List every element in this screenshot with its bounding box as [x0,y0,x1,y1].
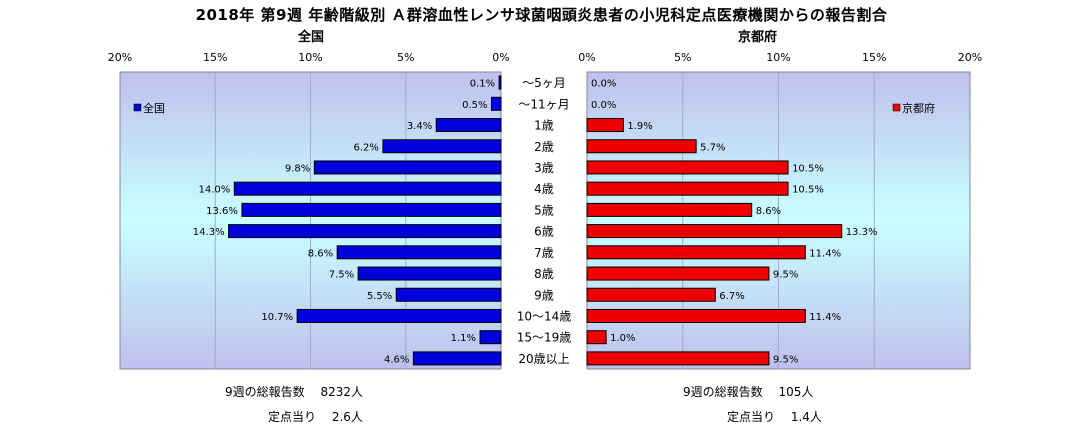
kyoto-data-label: 1.0% [610,333,635,344]
kyoto-bar [586,266,770,281]
kyoto-data-label: 10.5% [792,163,824,174]
national-x-tick: 5% [397,51,414,64]
national-bar [296,308,502,323]
age-category-label: 2歳 [534,140,554,154]
age-category-label: 3歳 [534,161,554,175]
kyoto-data-label: 13.3% [846,227,878,238]
national-data-label: 7.5% [329,270,354,281]
kyoto-bar [586,139,697,154]
national-bar [336,245,502,260]
kyoto-bar [586,287,716,302]
kyoto-total-reports: 9週の総報告数 105人 [683,385,814,399]
national-x-tick: 10% [298,51,322,64]
national-bar [241,202,502,217]
national-data-label: 9.8% [285,163,310,174]
kyoto-legend-swatch [892,103,901,112]
age-category-label: ～11ヶ月 [518,97,569,111]
national-data-label: 14.0% [199,185,231,196]
national-legend-label: 全国 [143,101,165,115]
kyoto-bar [586,118,624,133]
national-data-label: 3.4% [407,121,432,132]
kyoto-bar [586,351,770,366]
national-panel-title: 全国 [298,30,325,45]
national-bar [490,96,502,111]
national-x-tick: 15% [203,51,227,64]
national-bar [228,224,502,239]
national-bar [233,181,502,196]
kyoto-data-label: 5.7% [700,142,725,153]
national-bar [395,287,502,302]
kyoto-panel: 0% 5% 10% 15% 20% 0.0% 0.0% 1.9% 5.7% 10.5% 10.5% 8… [578,51,982,370]
kyoto-bar [586,330,607,345]
national-bar [382,139,502,154]
kyoto-data-label: 8.6% [756,206,781,217]
national-legend-swatch [133,103,142,112]
age-category-label: 9歳 [534,288,554,302]
national-data-label: 0.1% [470,79,495,90]
national-x-tick: 0% [492,51,509,64]
kyoto-x-tick: 20% [958,51,982,64]
kyoto-per-site: 定点当り 1.4人 [727,410,822,424]
kyoto-data-label: 9.5% [773,354,798,365]
kyoto-data-label: 6.7% [719,291,744,302]
national-data-label: 13.6% [206,206,238,217]
kyoto-data-label: 11.4% [809,248,841,259]
age-category-label: 7歳 [534,246,554,260]
kyoto-x-tick: 0% [578,51,595,64]
kyoto-x-tick: 5% [674,51,691,64]
national-bar [313,160,502,175]
kyoto-data-label: 11.4% [809,312,841,323]
kyoto-legend-label: 京都府 [902,101,935,115]
kyoto-bar [586,160,789,175]
age-category-label: ～5ヶ月 [522,76,566,90]
national-data-label: 5.5% [367,291,392,302]
kyoto-data-label: 9.5% [773,270,798,281]
national-bar [357,266,502,281]
kyoto-data-label: 10.5% [792,185,824,196]
national-data-label: 8.6% [308,248,333,259]
age-category-label: 10～14歳 [517,309,572,323]
national-data-label: 10.7% [261,312,293,323]
national-panel: 20% 15% 10% 5% 0% 0.1% 0.5% 3.4% 6.2% 9.8% 14.0% 13… [108,51,510,370]
age-category-label: 5歳 [534,203,554,217]
kyoto-bar [586,202,753,217]
national-data-label: 1.1% [451,333,476,344]
national-per-site: 定点当り 2.6人 [268,410,363,424]
national-data-label: 6.2% [353,142,378,153]
kyoto-data-label: 0.0% [591,79,616,90]
national-data-label: 4.6% [384,354,409,365]
age-category-labels: ～5ヶ月 ～11ヶ月 1歳 2歳 3歳 4歳 5歳 6歳 7歳 8歳 9歳 10～14歳 15～19歳 2… [517,76,572,366]
age-category-label: 4歳 [534,182,554,196]
age-category-label: 20歳以上 [518,352,569,366]
kyoto-bar [586,308,806,323]
age-category-label: 8歳 [534,267,554,281]
national-data-label: 14.3% [193,227,225,238]
national-total-reports: 9週の総報告数 8232人 [225,385,363,399]
kyoto-x-tick: 10% [766,51,790,64]
national-bar [435,118,502,133]
kyoto-data-label: 1.9% [627,121,652,132]
kyoto-bar [586,181,789,196]
kyoto-bar [586,224,843,239]
age-category-label: 6歳 [534,225,554,239]
national-x-tick: 20% [108,51,132,64]
kyoto-panel-title: 京都府 [738,30,778,45]
kyoto-bar [586,245,806,260]
age-category-label: 15～19歳 [517,331,572,345]
chart-title: 2018年 第9週 年齢階級別 Ａ群溶血性レンサ球菌咽頭炎患者の小児科定点医療機… [195,6,888,24]
national-data-label: 0.5% [462,100,487,111]
national-bar [498,75,502,90]
age-category-label: 1歳 [534,119,554,133]
national-bar [479,330,502,345]
national-bar [412,351,502,366]
kyoto-x-tick: 15% [862,51,886,64]
kyoto-data-label: 0.0% [591,100,616,111]
